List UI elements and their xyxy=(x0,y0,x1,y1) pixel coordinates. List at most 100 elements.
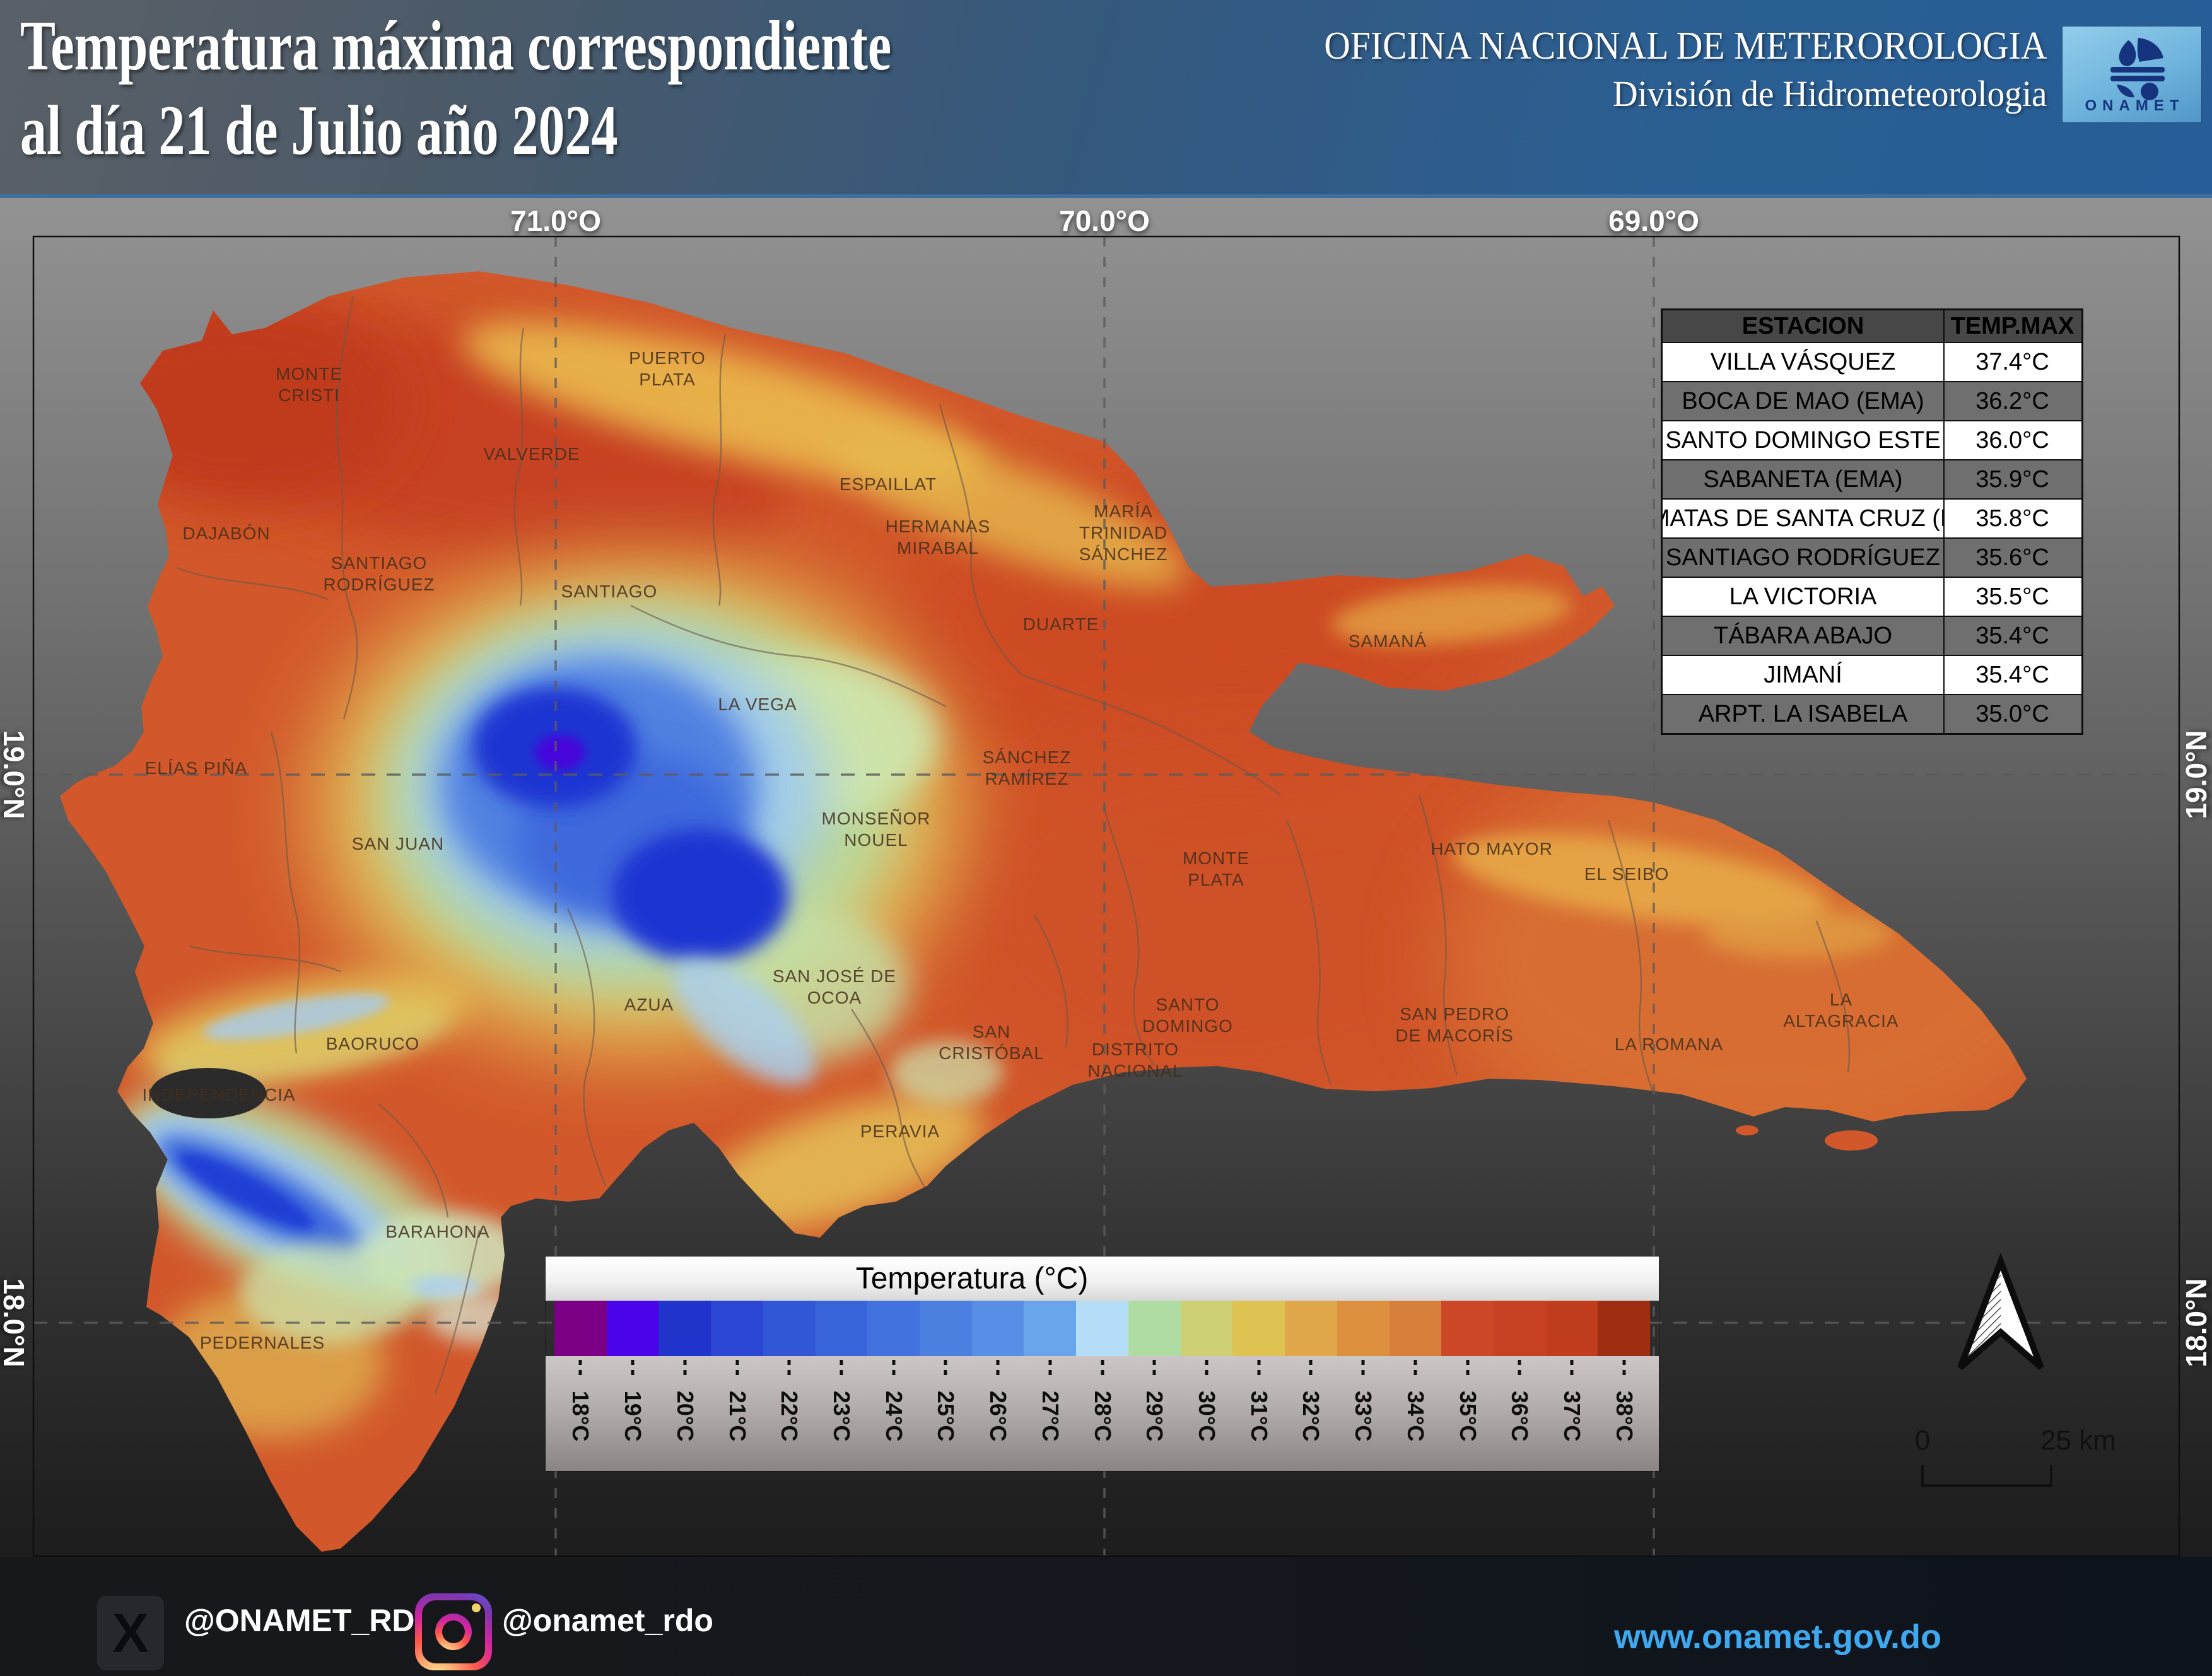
legend-tick-mark xyxy=(1622,1360,1626,1365)
legend-tick-mark xyxy=(1413,1370,1417,1375)
legend-color-cell xyxy=(1493,1301,1546,1356)
instagram-handle[interactable]: @onamet_rdo xyxy=(502,1603,713,1638)
scale-bar-end: 25 km xyxy=(2040,1425,2116,1456)
province-label: LA VEGA xyxy=(718,694,797,714)
province-label: SAN JOSÉ DE OCOA xyxy=(772,966,897,1007)
legend-color-ramp xyxy=(554,1301,1651,1356)
footer-bar: X @ONAMET_RDO @onamet_rdo www.onamet.gov… xyxy=(0,1557,2212,1676)
x-handle[interactable]: @ONAMET_RDO xyxy=(184,1603,440,1638)
onamet-logo[interactable]: ONAMET xyxy=(2063,26,2201,122)
legend-tick-label: 20°C xyxy=(672,1390,698,1442)
title-line1: Temperatura máxima correspondiente xyxy=(20,7,892,85)
table-row: TÁBARA ABAJO 35.4°C xyxy=(1663,616,2081,655)
station-name: TÁBARA ABAJO xyxy=(1663,617,1945,655)
legend-tick-label: 38°C xyxy=(1611,1390,1637,1442)
website-link[interactable]: www.onamet.gov.do xyxy=(1614,1618,1942,1656)
legend-color-cell xyxy=(1076,1301,1128,1356)
province-label: AZUA xyxy=(624,995,674,1014)
legend-tick-mark xyxy=(735,1370,739,1375)
legend-tick-label: 35°C xyxy=(1454,1390,1481,1442)
catalina-island xyxy=(1736,1125,1758,1135)
page-title: Temperatura máxima correspondiente al dí… xyxy=(20,4,891,173)
legend-tick-mark xyxy=(1518,1370,1521,1375)
table-row: MATAS DE SANTA CRUZ (E 35.8°C xyxy=(1663,498,2081,537)
legend-color-cell xyxy=(763,1301,816,1356)
legend-tick-mark xyxy=(1361,1360,1365,1365)
legend-title: Temperatura (°C) xyxy=(855,1262,1089,1296)
station-name: SABANETA (EMA) xyxy=(1663,460,1945,498)
table-row: ARPT. LA ISABELA 35.0°C xyxy=(1663,694,2081,733)
legend-tick-mark xyxy=(1466,1360,1469,1365)
table-header-tempmax: TEMP.MAX xyxy=(1950,312,2074,339)
province-label: SAN JUAN xyxy=(351,834,445,853)
legend-tick-mark xyxy=(1101,1360,1104,1365)
legend-color-cell xyxy=(1285,1301,1337,1356)
legend-tick-label: 36°C xyxy=(1507,1390,1533,1442)
legend-color-cell xyxy=(606,1301,659,1356)
province-label: MONTE CRISTI xyxy=(275,364,343,405)
legend-tick-label: 24°C xyxy=(881,1390,907,1442)
legend-color-cell xyxy=(815,1301,868,1356)
station-temperature-table: ESTACION TEMP.MAX VILLA VÁSQUEZ 37.4°C BOC… xyxy=(1661,308,2083,735)
map-frame xyxy=(32,235,2180,1557)
province-label: BARAHONA xyxy=(385,1222,490,1241)
legend-title-area: Temperatura (°C) xyxy=(546,1257,1659,1301)
legend-tick-label: 33°C xyxy=(1350,1390,1377,1442)
table-row: SANTIAGO RODRÍGUEZ 35.6°C xyxy=(1663,537,2081,577)
legend-tick-mark xyxy=(1257,1360,1261,1365)
province-label: ELÍAS PIÑA xyxy=(144,758,248,778)
legend-tick-mark xyxy=(1257,1370,1261,1375)
header-banner: Temperatura máxima correspondiente al dí… xyxy=(0,0,2212,198)
legend-color-cell xyxy=(554,1301,607,1356)
legend-tick-mark xyxy=(892,1360,896,1365)
table-header-row: ESTACION TEMP.MAX xyxy=(1663,310,2081,342)
legend-tick-mark xyxy=(840,1360,843,1365)
axis-label-longitude-top: 69.0°O xyxy=(1608,204,1699,237)
legend-color-cell xyxy=(1024,1301,1077,1356)
province-label: EL SEIBO xyxy=(1584,864,1670,884)
legend-tick-mark xyxy=(735,1360,739,1365)
station-temp-max: 35.4°C xyxy=(1975,622,2049,649)
legend-tick-label: 19°C xyxy=(620,1390,647,1442)
province-label: MONTE PLATA xyxy=(1182,848,1250,889)
legend-tick-label: 22°C xyxy=(776,1390,803,1442)
province-label: PERAVIA xyxy=(860,1122,940,1141)
province-label: SÁNCHEZ RAMÍREZ xyxy=(982,747,1072,788)
title-line2: al día 21 de Julio año 2024 xyxy=(20,91,618,170)
legend-color-cell xyxy=(1337,1301,1390,1356)
temperature-raster xyxy=(76,296,2027,1438)
province-label: LA ROMANA xyxy=(1614,1034,1724,1054)
axis-label-latitude: 18.0°N xyxy=(2180,1278,2212,1368)
province-label: SANTIAGO xyxy=(561,582,658,601)
station-name: MATAS DE SANTA CRUZ (E xyxy=(1663,500,1945,537)
province-label: SAN CRISTÓBAL xyxy=(939,1022,1045,1063)
table-row: VILLA VÁSQUEZ 37.4°C xyxy=(1663,342,2081,381)
legend-tick-mark xyxy=(892,1370,896,1375)
scale-bar xyxy=(1921,1465,2052,1487)
saona-island xyxy=(1825,1130,1878,1151)
province-label: INDEPENDENCIA xyxy=(142,1085,296,1105)
legend-tick-mark xyxy=(1205,1360,1208,1365)
legend-tick-mark xyxy=(1622,1370,1626,1375)
legend-tick-mark xyxy=(787,1360,791,1365)
table-row: SANTO DOMINGO ESTE 36.0°C xyxy=(1663,420,2081,459)
legend-tick-mark xyxy=(578,1360,582,1365)
station-name: LA VICTORIA xyxy=(1663,578,1945,616)
x-twitter-icon[interactable]: X xyxy=(97,1596,164,1670)
legend-color-cell xyxy=(920,1301,972,1356)
legend-tick-label: 37°C xyxy=(1559,1390,1585,1442)
legend-tick-mark xyxy=(1570,1360,1574,1365)
legend-color-cell xyxy=(1545,1301,1598,1356)
scale-bar-start: 0 xyxy=(1914,1425,1931,1456)
axis-label-latitude: 19.0°N xyxy=(0,730,30,819)
province-label: HERMANAS MIRABAL xyxy=(885,517,991,558)
table-row: LA VICTORIA 35.5°C xyxy=(1663,577,2081,616)
legend-color-cell xyxy=(971,1301,1024,1356)
lake-enriquillo xyxy=(150,1068,266,1118)
instagram-icon[interactable] xyxy=(415,1593,492,1670)
legend-color-cell xyxy=(1232,1301,1285,1356)
legend-tick-label: 34°C xyxy=(1402,1390,1429,1442)
north-arrow-icon xyxy=(1957,1252,2044,1370)
station-name: JIMANÍ xyxy=(1663,656,1945,694)
legend-tick-label: 25°C xyxy=(933,1390,959,1442)
